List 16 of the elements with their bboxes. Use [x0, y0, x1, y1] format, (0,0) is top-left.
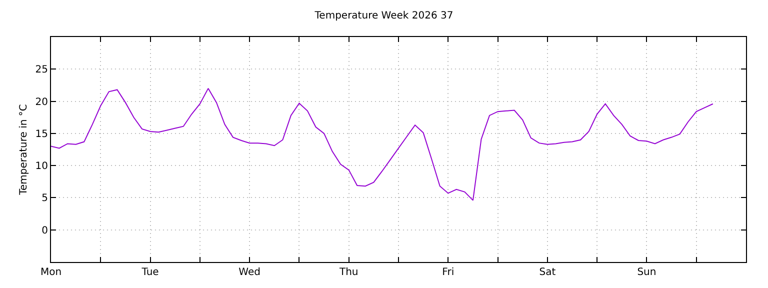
x-tick-label: Sun: [637, 267, 656, 278]
x-tick-label: Wed: [238, 267, 260, 278]
x-tick-label: Fri: [442, 267, 454, 278]
x-tick-label: Thu: [338, 267, 358, 278]
chart-title: Temperature Week 2026 37: [314, 10, 454, 22]
y-tick-label: 15: [35, 128, 48, 140]
y-tick-label: 0: [42, 225, 48, 236]
y-axis-title: Temperature in °C: [18, 104, 30, 196]
x-tick-label: Mon: [40, 267, 62, 278]
y-tick-label: 20: [35, 96, 48, 108]
y-tick-label: 5: [42, 193, 48, 204]
line-series: [51, 88, 714, 201]
x-tick-label: Sat: [539, 267, 556, 278]
x-tick-label: Tue: [140, 267, 159, 278]
y-tick-label: 10: [35, 161, 48, 172]
y-tick-label: 25: [35, 64, 48, 76]
